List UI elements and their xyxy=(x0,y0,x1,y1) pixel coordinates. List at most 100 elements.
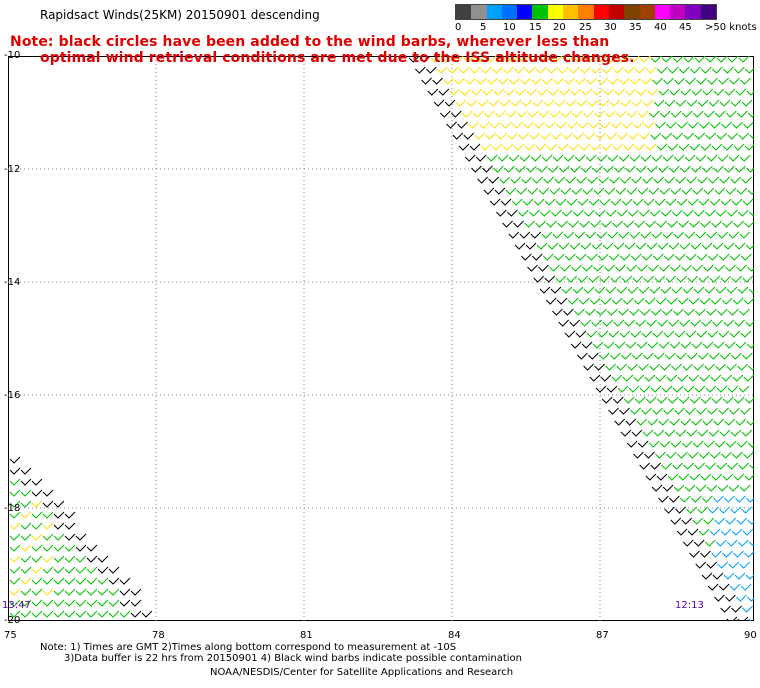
wind-barb xyxy=(630,77,641,85)
wind-barb xyxy=(657,242,669,250)
wind-barb xyxy=(674,77,685,85)
wind-barb xyxy=(653,429,665,437)
wind-barb xyxy=(670,110,682,118)
wind-barb xyxy=(637,187,649,195)
wind-barb xyxy=(648,187,660,195)
wind-barb xyxy=(488,99,500,107)
wind-barb xyxy=(734,319,746,327)
wind-barb xyxy=(642,429,654,437)
wind-barb xyxy=(501,121,512,129)
wind-barb xyxy=(713,418,725,426)
wind-barb xyxy=(492,66,503,74)
wind-barb xyxy=(659,440,671,448)
wind-barb xyxy=(558,66,569,74)
wind-barb xyxy=(666,374,678,382)
wind-barb xyxy=(736,517,748,525)
legend-swatch xyxy=(532,5,548,19)
wind-barb xyxy=(686,176,698,184)
wind-barb xyxy=(683,385,695,393)
wind-barb xyxy=(749,464,754,470)
wind-barb xyxy=(739,231,751,239)
wind-barb xyxy=(699,451,710,459)
wind-barb xyxy=(547,242,559,250)
wind-barb xyxy=(742,275,754,283)
wind-barb xyxy=(20,522,32,530)
wind-barb xyxy=(553,77,564,85)
wind-barb xyxy=(733,550,744,558)
wind-barb xyxy=(744,220,754,228)
wind-barb xyxy=(602,66,613,74)
wind-barb xyxy=(645,473,657,481)
wind-barb xyxy=(586,330,598,338)
wind-barb xyxy=(512,121,523,129)
wind-barb xyxy=(640,231,652,239)
wind-barb xyxy=(9,544,21,552)
wind-barb xyxy=(602,319,614,327)
wind-barb xyxy=(592,88,604,96)
wind-barb xyxy=(740,330,752,338)
wind-barb xyxy=(625,418,637,426)
wind-barb xyxy=(119,588,131,596)
wind-barb xyxy=(685,77,696,85)
wind-barb xyxy=(624,66,635,74)
wind-barb xyxy=(663,77,674,85)
footer-note-3: NOAA/NESDIS/Center for Satellite Applica… xyxy=(210,667,514,678)
wind-barb xyxy=(9,467,21,475)
wind-barb xyxy=(712,319,724,327)
wind-barb xyxy=(729,77,740,85)
wind-barb xyxy=(726,363,737,371)
wind-barb xyxy=(580,242,592,250)
wind-barb xyxy=(728,484,740,492)
wind-barb xyxy=(655,121,666,129)
wind-barb xyxy=(496,132,508,140)
wind-barb xyxy=(20,544,32,552)
wind-barb xyxy=(707,253,719,261)
wind-barb xyxy=(711,550,722,558)
wind-barb xyxy=(614,165,625,173)
wind-barb xyxy=(471,88,483,96)
wind-barb xyxy=(741,176,753,184)
wind-barb xyxy=(656,396,668,404)
wind-barb xyxy=(710,451,721,459)
wind-barb xyxy=(596,154,608,162)
wind-barb xyxy=(613,319,625,327)
wind-barb xyxy=(518,209,529,217)
wind-barb xyxy=(691,88,703,96)
wind-barb xyxy=(691,418,703,426)
wind-barb xyxy=(97,610,109,618)
wind-barb xyxy=(540,56,552,63)
wind-barb xyxy=(119,577,131,585)
wind-barb xyxy=(668,319,680,327)
wind-barb xyxy=(552,231,564,239)
wind-barb xyxy=(725,517,737,525)
wind-barb xyxy=(542,253,554,261)
wind-barb xyxy=(700,550,711,558)
wind-barb xyxy=(711,396,723,404)
wind-barb xyxy=(9,566,21,574)
wind-barb xyxy=(683,132,695,140)
wind-barb xyxy=(653,99,665,107)
wind-barb xyxy=(694,56,706,63)
wind-barb xyxy=(706,231,718,239)
wind-barb xyxy=(477,176,489,184)
wind-barb xyxy=(677,121,688,129)
wind-barb xyxy=(747,442,754,448)
wind-barb xyxy=(645,220,656,228)
wind-barb xyxy=(542,77,553,85)
wind-barb xyxy=(625,341,637,349)
wind-barb xyxy=(643,198,655,206)
wind-barb xyxy=(687,198,699,206)
wind-barb xyxy=(665,275,677,283)
wind-barb xyxy=(726,616,738,621)
notice-line-2: optimal wind retrieval conditions are me… xyxy=(40,50,635,66)
wind-barb xyxy=(20,555,32,563)
wind-barb xyxy=(664,506,675,514)
wind-barb xyxy=(75,566,87,574)
wind-barb xyxy=(607,231,619,239)
wind-barb xyxy=(608,330,620,338)
wind-barb xyxy=(679,242,691,250)
wind-barb xyxy=(680,418,692,426)
wind-barb xyxy=(710,297,722,305)
wind-barb xyxy=(600,374,612,382)
wind-barb xyxy=(634,220,645,228)
